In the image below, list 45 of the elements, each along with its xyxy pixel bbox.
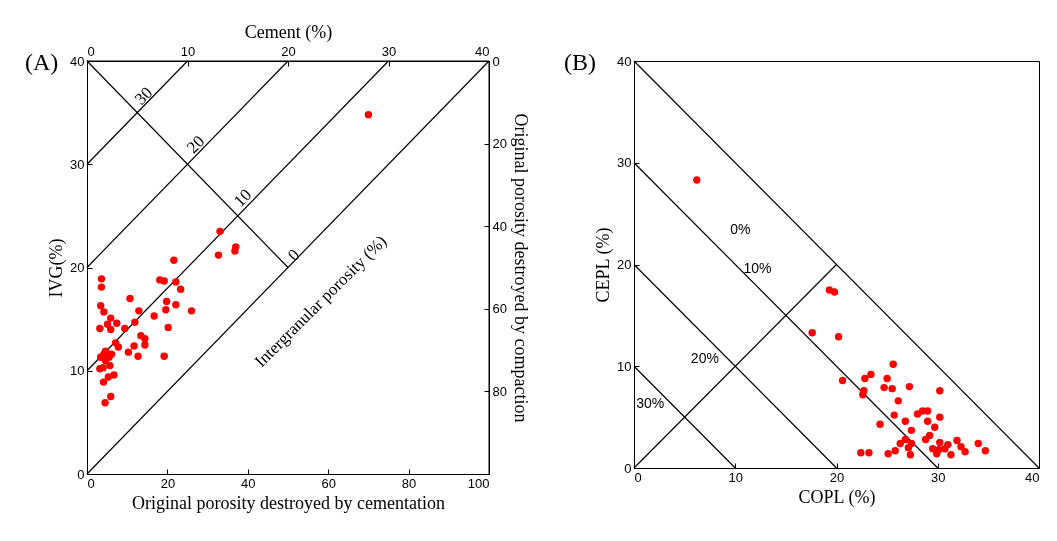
annotation: 10% — [743, 259, 772, 276]
y-tick-label: 20 — [617, 257, 632, 272]
x-tick-label: 40 — [241, 475, 256, 491]
x-tick-label: 20 — [160, 475, 176, 491]
y-tick-label: 10 — [70, 363, 85, 379]
x-tick-label: 80 — [401, 475, 417, 491]
x-tick-label: 40 — [1025, 469, 1040, 485]
y-tick-label: 30 — [70, 156, 85, 172]
y2-tick-label: 80 — [492, 383, 507, 399]
x-tick-label: 10 — [728, 469, 743, 485]
x-tick-label: 100 — [467, 475, 490, 491]
x-tick-label: 0 — [87, 475, 95, 491]
x2-tick-label: 40 — [475, 43, 490, 59]
y2-tick-label: 60 — [492, 301, 507, 317]
y-axis-title: CEPL (%) — [593, 227, 615, 303]
x-axis-title: Original porosity destroyed by cementation — [132, 492, 445, 513]
chart-title: (B) — [564, 49, 596, 75]
annotation: 0 — [283, 245, 304, 265]
annotation: 20 — [182, 131, 209, 158]
y-axis-title: IVG(%) — [46, 238, 68, 298]
chart-title: (A) — [25, 49, 59, 75]
annotation: 30 — [131, 83, 157, 109]
x-tick-label: 20 — [829, 469, 845, 485]
y-tick-label: 40 — [70, 53, 85, 69]
x2-axis-title: Cement (%) — [244, 21, 333, 43]
y2-tick-label: 40 — [492, 218, 507, 234]
x-tick-label: 30 — [931, 469, 946, 485]
y-tick-label: 10 — [617, 358, 632, 374]
y2-tick-label: 0 — [492, 53, 500, 69]
annotation: 10 — [229, 185, 256, 211]
x2-tick-label: 10 — [180, 43, 196, 59]
y2-axis-title: Original porosity destroyed by compaction — [510, 113, 531, 423]
y-tick-label: 20 — [70, 260, 85, 275]
x-tick-label: 60 — [321, 475, 336, 491]
annotation: 0% — [730, 220, 751, 237]
x2-tick-label: 20 — [281, 43, 296, 59]
x-tick-label: 0 — [634, 469, 642, 485]
y-tick-label: 30 — [617, 155, 632, 171]
annotation: 20% — [690, 350, 719, 367]
x2-tick-label: 0 — [87, 43, 95, 59]
x-axis-title: COPL (%) — [798, 486, 876, 508]
y2-tick-label: 20 — [492, 136, 507, 152]
y-tick-label: 40 — [617, 53, 632, 69]
annotation: 30% — [636, 394, 665, 411]
x2-tick-label: 30 — [381, 43, 397, 59]
